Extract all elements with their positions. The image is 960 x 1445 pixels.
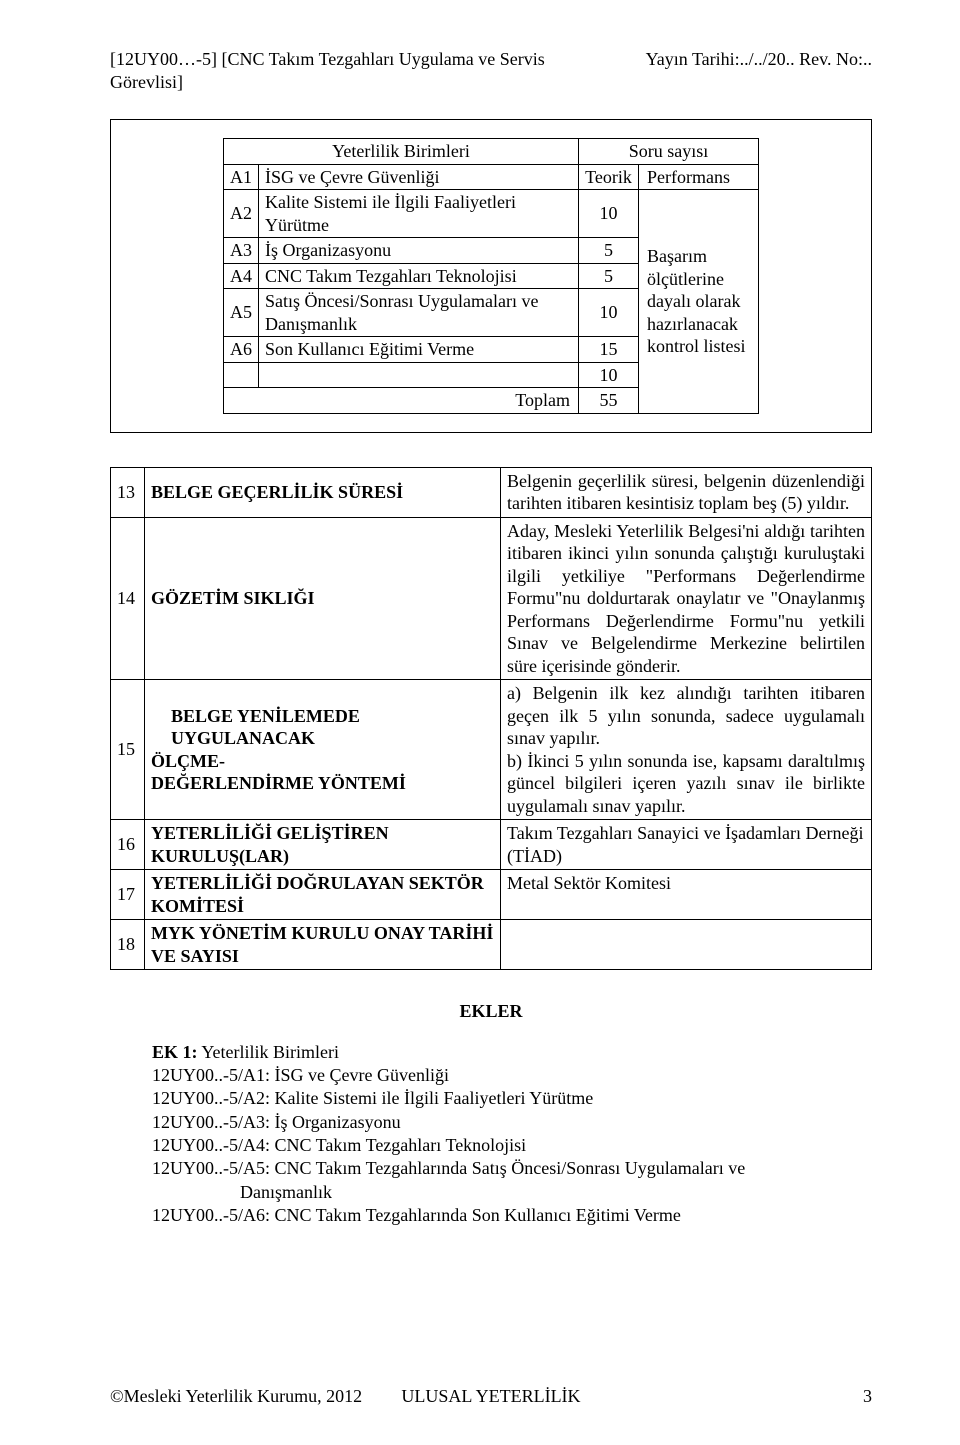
row-15: 15 BELGE YENİLEMEDE UYGULANACAK ÖLÇME- D… [111,680,872,820]
row-16-label-l2: KURULUŞ(LAR) [151,845,494,868]
row-17-label-l1: YETERLİLİĞİ DOĞRULAYAN SEKTÖR [151,872,494,895]
performance-text: Başarım ölçütlerine dayalı olarak hazırl… [639,190,759,414]
ek-head: EK 1: Yeterlilik Birimleri [152,1041,872,1064]
cell-a3-title: İş Organizasyonu [259,238,579,264]
page-header: [12UY00…-5] [CNC Takım Tezgahları Uygula… [110,48,872,93]
row-13: 13 BELGE GEÇERLİLİK SÜRESİ Belgenin geçe… [111,467,872,517]
ek-block: EK 1: Yeterlilik Birimleri 12UY00..-5/A1… [152,1041,872,1228]
row-18: 18 MYK YÖNETİM KURULU ONAY TARİHİ VE SAY… [111,920,872,970]
cell-a1-title: İSG ve Çevre Güvenliği [259,164,579,190]
cell-a6-title: Son Kullanıcı Eğitimi Verme [259,337,579,363]
footer-left: ©Mesleki Yeterlilik Kurumu, 2012 [110,1385,362,1408]
total-val: 55 [579,388,639,414]
ek-line-1: 12UY00..-5/A1: İSG ve Çevre Güvenliği [152,1064,872,1087]
table-row: A2 Kalite Sistemi ile İlgili Faaliyetler… [224,190,759,238]
cell-a5-val: 15 [579,337,639,363]
header-left: [12UY00…-5] [CNC Takım Tezgahları Uygula… [110,48,545,93]
table-subheader-row: A1 İSG ve Çevre Güvenliği Teorik Perform… [224,164,759,190]
row-17-desc: Metal Sektör Komitesi [501,870,872,920]
subheader-teorik: Teorik [579,164,639,190]
row-18-desc [501,920,872,970]
row-16-desc: Takım Tezgahları Sanayici ve İşadamları … [501,820,872,870]
row-17-label: YETERLİLİĞİ DOĞRULAYAN SEKTÖR KOMİTESİ [145,870,501,920]
cell-a3-val: 5 [579,263,639,289]
cell-a2-val: 5 [579,238,639,264]
row-15-desc: a) Belgenin ilk kez alındığı tarihten it… [501,680,872,820]
ek-line-5b: Danışmanlık [240,1181,872,1204]
row-15-label-l2: ÖLÇME- [151,750,494,773]
row-14-label: GÖZETİM SIKLIĞI [145,517,501,680]
subheader-performans: Performans [639,164,759,190]
cell-a4-code: A4 [224,263,259,289]
row-17: 17 YETERLİLİĞİ DOĞRULAYAN SEKTÖR KOMİTES… [111,870,872,920]
row-15-num: 15 [111,680,145,820]
row-15-label-l3: DEĞERLENDİRME YÖNTEMİ [151,772,494,795]
competency-units-box: Yeterlilik Birimleri Soru sayısı A1 İSG … [110,119,872,433]
cell-a2-title: Kalite Sistemi ile İlgili Faaliyetleri Y… [259,190,579,238]
row-18-num: 18 [111,920,145,970]
ek-line-3: 12UY00..-5/A3: İş Organizasyonu [152,1111,872,1134]
row-14-desc: Aday, Mesleki Yeterlilik Belgesi'ni aldı… [501,517,872,680]
cell-a2-code: A2 [224,190,259,238]
page: [12UY00…-5] [CNC Takım Tezgahları Uygula… [0,0,960,1445]
row-18-label: MYK YÖNETİM KURULU ONAY TARİHİ VE SAYISI [145,920,501,970]
competency-units-outer: Yeterlilik Birimleri Soru sayısı A1 İSG … [110,119,872,433]
competency-units-table: Yeterlilik Birimleri Soru sayısı A1 İSG … [223,138,759,414]
header-left-line2: Görevlisi] [110,71,545,94]
ek-head-rest: Yeterlilik Birimleri [198,1042,340,1062]
row-15-label-l1: BELGE YENİLEMEDE UYGULANACAK [171,705,494,750]
main-info-table: 13 BELGE GEÇERLİLİK SÜRESİ Belgenin geçe… [110,467,872,971]
cell-empty-title [259,362,579,388]
footer-right: 3 [863,1385,872,1408]
row-14-num: 14 [111,517,145,680]
ek-line-4: 12UY00..-5/A4: CNC Takım Tezgahları Tekn… [152,1134,872,1157]
cell-a6-val: 10 [579,362,639,388]
row-17-label-l2: KOMİTESİ [151,895,494,918]
header-units: Yeterlilik Birimleri [224,139,579,165]
row-16-label-l1: YETERLİLİĞİ GELİŞTİREN [151,822,494,845]
row-17-num: 17 [111,870,145,920]
ekler-title: EKLER [110,1000,872,1023]
cell-a4-val: 10 [579,289,639,337]
ek-line-5: 12UY00..-5/A5: CNC Takım Tezgahlarında S… [152,1157,872,1180]
cell-a1-val: 10 [579,190,639,238]
header-right: Yayın Tarihi:../../20.. Rev. No:.. [646,48,872,93]
row-14: 14 GÖZETİM SIKLIĞI Aday, Mesleki Yeterli… [111,517,872,680]
ek-head-bold: EK 1: [152,1042,198,1062]
cell-a4-title: CNC Takım Tezgahları Teknolojisi [259,263,579,289]
cell-a6-code: A6 [224,337,259,363]
cell-a5-title: Satış Öncesi/Sonrası Uygulamaları ve Dan… [259,289,579,337]
row-13-num: 13 [111,467,145,517]
row-18-label-l2: VE SAYISI [151,945,494,968]
row-15-label: BELGE YENİLEMEDE UYGULANACAK ÖLÇME- DEĞE… [145,680,501,820]
row-16-num: 16 [111,820,145,870]
header-questions: Soru sayısı [579,139,759,165]
cell-empty [224,362,259,388]
cell-a5-code: A5 [224,289,259,337]
ek-line-6: 12UY00..-5/A6: CNC Takım Tezgahlarında S… [152,1204,872,1227]
row-18-label-l1: MYK YÖNETİM KURULU ONAY TARİHİ [151,922,494,945]
total-label: Toplam [224,388,579,414]
page-footer: ©Mesleki Yeterlilik Kurumu, 2012 ULUSAL … [110,1385,872,1408]
row-13-label: BELGE GEÇERLİLİK SÜRESİ [145,467,501,517]
cell-a3-code: A3 [224,238,259,264]
table-header-row: Yeterlilik Birimleri Soru sayısı [224,139,759,165]
ek-line-2: 12UY00..-5/A2: Kalite Sistemi ile İlgili… [152,1087,872,1110]
row-13-desc: Belgenin geçerlilik süresi, belgenin düz… [501,467,872,517]
header-left-line1: [12UY00…-5] [CNC Takım Tezgahları Uygula… [110,48,545,71]
cell-a1-code: A1 [224,164,259,190]
row-16: 16 YETERLİLİĞİ GELİŞTİREN KURULUŞ(LAR) T… [111,820,872,870]
row-16-label: YETERLİLİĞİ GELİŞTİREN KURULUŞ(LAR) [145,820,501,870]
